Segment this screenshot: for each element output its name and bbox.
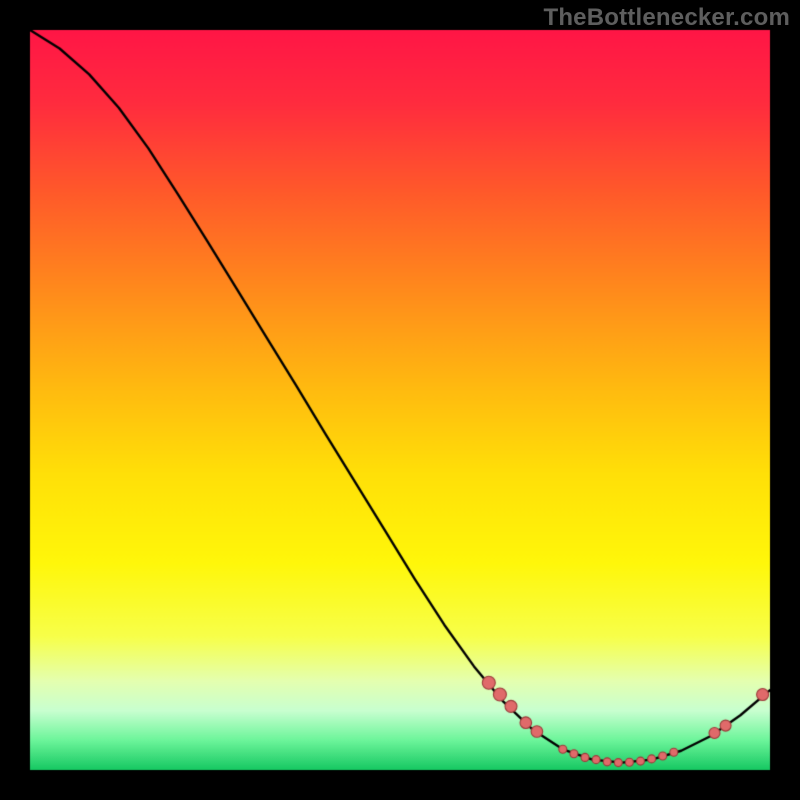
watermark-text: TheBottlenecker.com <box>543 4 790 32</box>
bottleneck-curve-chart <box>0 0 800 800</box>
chart-stage: TheBottlenecker.com <box>0 0 800 800</box>
